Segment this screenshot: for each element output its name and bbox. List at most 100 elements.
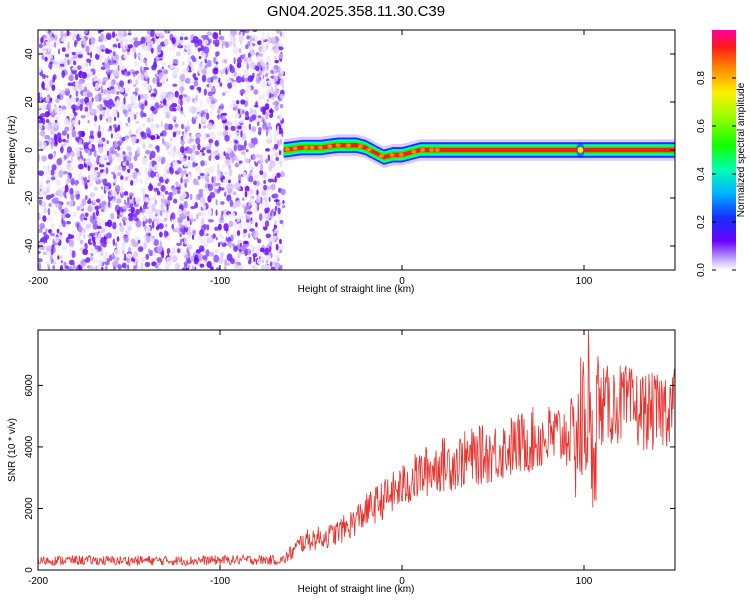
spectrogram-cell [116,157,122,163]
spectrogram-cell [49,79,53,88]
spectrogram-cell [50,143,54,150]
spectrogram-cell [51,232,56,237]
spectrogram-cell [115,33,118,37]
spectrogram-cell [166,203,169,211]
spectrogram-cell [108,49,113,53]
spectrogram-cell [216,168,221,176]
spectrogram-cell [133,155,138,162]
spectrogram-cell [157,142,160,147]
spectrogram-cell [201,203,206,210]
spectrogram-cell [47,164,50,171]
spectrogram-cell [47,208,51,216]
spectrogram-cell [188,148,193,154]
spectrogram-cell [168,30,175,33]
spectrogram-cell [120,212,124,217]
spectrogram-cell [249,107,254,115]
spectrogram-cell [255,101,258,108]
snr-xtick-label: 100 [576,576,593,587]
spectrogram-cell [234,139,239,144]
spectrogram-cell [74,40,77,48]
spectrogram-cell [40,129,46,137]
spectrogram-cell [247,248,250,256]
spectrogram-cell [81,227,86,234]
spectrogram-cell [265,233,272,239]
spectrogram-cell [165,261,172,267]
spectrogram-xtick-label: 0 [399,276,405,287]
spectrogram-cell [177,216,183,224]
spectrogram-cell [268,245,272,253]
spectrogram-cell [179,36,184,41]
spectrogram-cell [163,38,169,46]
spectrogram-cell [141,122,146,128]
spectrogram-cell [45,96,50,102]
spectrogram-cell [224,125,229,131]
spectrogram-cell [273,229,280,234]
spectrogram-cell [82,248,89,256]
spectrogram-cell [169,138,173,142]
spectrogram-cell [162,173,168,181]
spectrogram-cell [137,172,142,176]
spectrogram-cell [213,188,217,193]
spectrogram-cell [251,125,257,133]
spectrogram-cell [250,166,254,171]
spectrogram-cell [180,111,184,115]
snr-ytick-label: 2000 [24,497,35,520]
spectrogram-cell [38,125,43,130]
spectrogram-cell [266,98,270,103]
spectrogram-cell [129,38,134,44]
spectrogram-cell [261,40,264,48]
spectrogram-cell [167,91,172,96]
spectrogram-cell [153,187,159,192]
spectrogram-cell [251,153,256,161]
spectrogram-cell [243,240,249,245]
spectrogram-cell [85,148,89,154]
spectrogram-cell [97,50,103,56]
spectrogram-cell [144,180,148,185]
spectrogram-cell [232,46,239,54]
spectrogram-cell [104,185,109,192]
spectrogram-cell [204,167,210,175]
spectrogram-cell [208,166,215,174]
spectrogram-cell [42,251,47,255]
spectrogram-cell [183,169,187,175]
spectrogram-cell [249,228,255,232]
spectrogram-cell [184,147,188,152]
spectrogram-cell [78,120,81,125]
spectrogram-cell [149,103,155,107]
spectrogram-cell [201,239,205,244]
spectrogram-cell [238,173,242,181]
spectrogram-cell [173,115,177,121]
spectrogram-cell [96,217,102,223]
spectrogram-ytick-label: -40 [24,238,35,253]
spectrogram-cell [65,179,70,185]
spectrogram-cell [212,182,217,187]
spectrogram-cell [124,202,130,206]
spectrogram-cell [274,56,277,60]
spectrogram-cell [131,135,137,144]
spectrogram-cell [213,248,220,255]
spectrogram-cell [274,59,280,64]
signal-peak [327,144,333,149]
spectrogram-cell [215,61,219,65]
spectrogram-cell [266,138,270,144]
spectrogram-cell [95,198,101,203]
spectrogram-cell [248,162,252,171]
figure-title: GN04.2025.358.11.30.C39 [267,3,445,20]
spectrogram-cell [41,55,45,60]
spectrogram-cell [215,199,218,206]
spectrogram-cell [270,80,275,84]
spectrogram-cell [261,202,264,207]
spectrogram-cell [87,52,90,56]
spectrogram-cell [279,31,283,37]
spectrogram-cell [135,208,141,215]
spectrogram-cell [144,100,148,107]
spectrogram-cell [56,158,62,166]
spectrogram-cell [157,182,162,187]
spectrogram-cell [133,253,136,259]
spectrogram-cell [42,215,47,222]
spectrogram-cell [259,157,264,164]
spectrogram-cell [38,170,44,176]
colorbar-tick-label: 0.2 [696,215,707,229]
